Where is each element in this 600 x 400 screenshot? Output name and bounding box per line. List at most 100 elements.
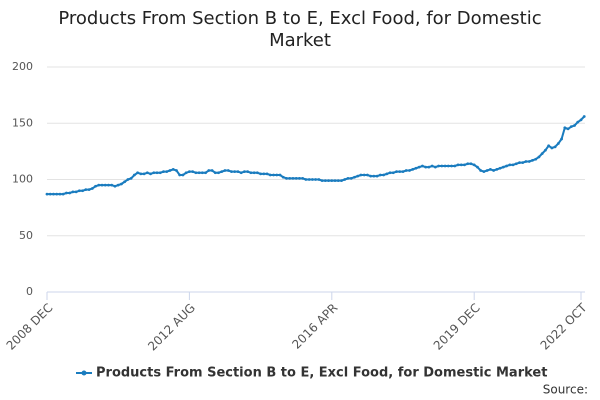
y-tick-label: 50 [19,229,33,242]
point [450,164,453,168]
point [301,176,305,180]
point [459,163,463,167]
chart-title: Products From Section B to E, Excl Food,… [58,8,542,51]
point [395,170,398,174]
point [175,169,178,172]
point [463,163,466,167]
point [340,179,343,183]
point [84,188,88,192]
point [353,175,356,179]
point [427,165,431,169]
point [421,164,424,168]
source: Source: [543,383,588,397]
point [239,171,243,175]
point [116,183,120,187]
series-line [47,115,585,196]
point [385,172,389,176]
point [181,173,185,177]
point [217,171,220,175]
point [304,178,308,181]
legend-label: Products From Section B to E, Excl Food,… [96,366,547,381]
point [453,164,457,168]
point [534,157,538,161]
point [249,171,253,175]
point [268,173,272,177]
y-tick-label: 200 [12,60,33,73]
point [162,170,165,174]
point [508,163,512,167]
point [498,166,502,170]
point [349,176,353,180]
point [333,179,337,183]
point [132,173,136,177]
point [48,192,52,196]
point [272,173,275,177]
point [314,178,318,181]
point [110,183,114,187]
point [74,190,78,194]
point [495,167,499,171]
point [356,174,360,178]
point [382,173,385,177]
x-tick-label: 2019 DEC [431,301,483,353]
point [582,115,586,118]
point [94,184,97,188]
point [514,162,518,166]
point [411,167,415,171]
point [55,192,59,196]
point [476,165,479,169]
point [142,172,146,176]
point [252,171,256,175]
point [145,171,149,175]
point [566,127,570,131]
x-tick-label: 2022 OCT [538,300,590,352]
point [204,171,207,175]
x-tick-label: 2008 DEC [4,301,56,353]
point [388,171,392,175]
point [236,170,240,174]
point [482,170,486,174]
point [372,174,376,178]
point [469,162,473,166]
point [488,167,492,171]
point [346,176,350,180]
point [152,171,156,175]
point [537,155,541,159]
point [479,169,483,172]
point [184,171,188,175]
point [343,178,347,181]
point [71,190,75,194]
point [369,174,373,178]
point [61,192,65,196]
point [107,183,110,187]
point [155,171,159,175]
point [243,170,246,174]
point [547,144,551,148]
point [52,192,55,196]
point [540,152,544,156]
point [366,173,369,177]
point [171,167,175,171]
point [466,162,470,166]
point [544,148,547,152]
point [327,179,330,183]
point [126,178,130,181]
point [573,124,576,127]
point [492,169,496,172]
point [265,172,269,176]
point [210,169,214,172]
point [97,183,101,187]
point [87,188,91,192]
point [281,175,285,179]
point [307,178,311,181]
point [317,178,321,181]
point [136,171,140,175]
point [120,182,123,186]
point [275,173,279,177]
point [226,169,230,172]
point [505,164,508,168]
point [90,187,94,190]
point [336,179,340,183]
point [362,173,366,177]
point [255,171,259,175]
